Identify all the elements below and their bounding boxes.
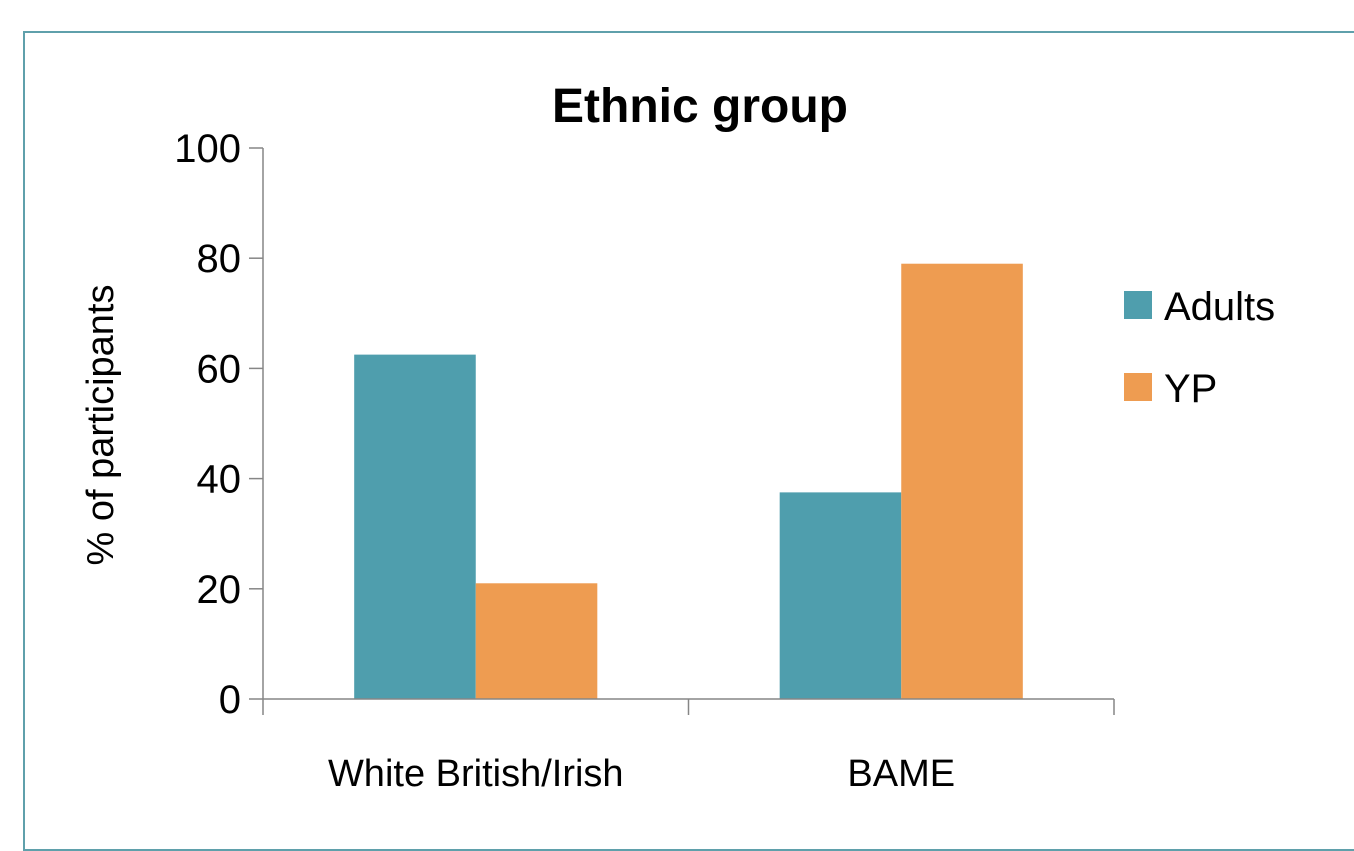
y-tick-label: 0 [219,678,241,722]
x-axis-categories: White British/Irish BAME [262,699,1115,795]
chart-title: Ethnic group [552,80,848,133]
legend-label-adults: Adults [1164,285,1275,329]
bar-adults-0 [354,354,476,699]
bar-adults-1 [779,492,902,699]
bar-yp-1 [901,263,1023,699]
x-category-label: BAME [847,753,955,795]
legend-swatch-adults [1124,291,1152,319]
bar-yp-0 [475,583,598,699]
y-axis-label: % of participants [80,285,122,566]
bars [354,263,1023,699]
y-axis-ticks: 0 20 40 60 80 100 [174,127,263,722]
legend-swatch-yp [1124,373,1152,401]
y-tick-label: 60 [197,347,242,391]
legend-label-yp: YP [1164,367,1217,411]
y-tick-label: 100 [174,127,241,171]
x-category-label: White British/Irish [328,753,624,795]
y-tick-label: 80 [197,237,242,281]
legend: Adults YP [1124,285,1275,411]
y-tick-label: 20 [197,568,242,612]
y-tick-label: 40 [197,458,242,502]
